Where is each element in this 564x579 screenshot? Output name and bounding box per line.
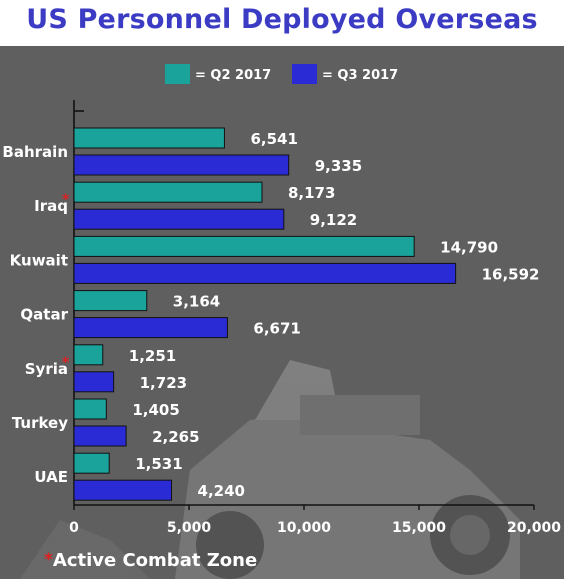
data-label: 6,671 — [253, 320, 300, 338]
x-tick-label: 20,000 — [507, 520, 561, 536]
combat-zone-marker-icon: * — [44, 550, 53, 570]
footnote-text: Active Combat Zone — [52, 550, 258, 571]
bar-q2 — [73, 127, 225, 149]
legend-swatch — [292, 64, 317, 84]
legend-label: = Q3 2017 — [322, 68, 398, 83]
chart-legend: = Q2 2017 = Q3 2017 — [165, 64, 398, 84]
category-label: UAE — [34, 468, 68, 486]
bar-q3 — [73, 154, 290, 176]
bar-q2 — [73, 398, 107, 420]
data-label: 1,723 — [140, 374, 187, 392]
bar-q3 — [73, 262, 457, 284]
data-label: 1,251 — [129, 347, 176, 365]
combat-zone-marker: * — [62, 355, 70, 371]
bar-q2 — [73, 344, 104, 366]
category-label: Bahrain — [2, 143, 68, 161]
x-tick-label: 0 — [69, 520, 79, 536]
data-label: 6,541 — [250, 130, 297, 148]
bar-q3 — [73, 317, 228, 339]
bar-q2 — [73, 452, 110, 474]
bar-q3 — [73, 208, 285, 230]
x-tick-label: 5,000 — [167, 520, 212, 536]
bar-series-group: 6,541 9,335 8,173 9,122 14,790 16,592 3,164 6,6… — [73, 127, 540, 501]
x-tick-label: 10,000 — [277, 520, 331, 536]
data-label: 3,164 — [173, 293, 220, 311]
data-label: 1,531 — [135, 455, 182, 473]
chart-panel: 0 5,000 10,000 15,000 20,000 Bahrain Iraq * Kuwa… — [0, 46, 564, 579]
data-label: 8,173 — [288, 184, 335, 202]
bar-q2 — [73, 235, 415, 257]
chart-title: US Personnel Deployed Overseas — [26, 4, 538, 35]
category-label: Kuwait — [10, 251, 68, 269]
data-label: 4,240 — [198, 482, 245, 500]
legend-label: = Q2 2017 — [195, 68, 271, 83]
data-label: 16,592 — [482, 265, 540, 283]
bar-q2 — [73, 181, 263, 203]
x-tick-label: 15,000 — [392, 520, 446, 536]
data-label: 1,405 — [132, 401, 179, 419]
bar-q2 — [73, 290, 148, 312]
bar-chart: 0 5,000 10,000 15,000 20,000BahrainIraq*Kuwa… — [2, 64, 561, 579]
data-label: 14,790 — [440, 238, 498, 256]
combat-zone-marker: * — [62, 192, 70, 208]
category-label: Syria — [25, 360, 68, 378]
data-label: 9,335 — [315, 157, 362, 175]
bar-q3 — [73, 479, 173, 501]
category-label: Qatar — [20, 306, 68, 324]
active-combat-zone-footnote: *Active Combat Zone — [44, 550, 257, 576]
data-label: 2,265 — [152, 428, 199, 446]
bar-q3 — [73, 371, 115, 393]
data-label: 9,122 — [310, 211, 357, 229]
category-label: Turkey — [12, 414, 68, 432]
legend-swatch — [165, 64, 190, 84]
background-humvee-illustration — [20, 360, 520, 579]
category-label: Iraq — [34, 197, 68, 215]
bar-q3 — [73, 425, 127, 447]
